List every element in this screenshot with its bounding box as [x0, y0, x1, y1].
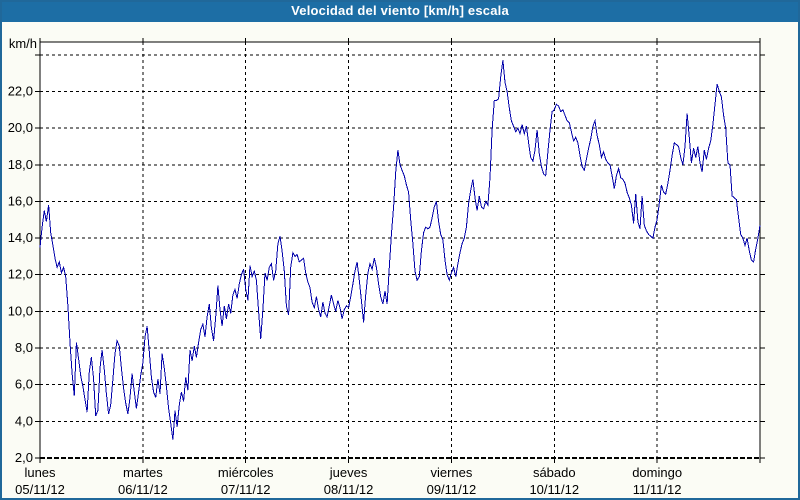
y-axis-label: 12,0	[8, 267, 33, 282]
x-axis-day-label: domingo	[632, 465, 682, 480]
y-axis-label: 16,0	[8, 193, 33, 208]
y-axis-label: 2,0	[15, 450, 33, 465]
x-axis-day-label: martes	[123, 465, 163, 480]
x-axis-day-label: viernes	[430, 465, 472, 480]
y-axis-label: 4,0	[15, 413, 33, 428]
x-axis-day-label: lunes	[24, 465, 56, 480]
x-axis-date-label: 06/11/12	[118, 482, 168, 497]
y-axis-label: 14,0	[8, 230, 33, 245]
x-axis-date-label: 10/11/12	[529, 482, 579, 497]
y-axis-label: 8,0	[15, 340, 33, 355]
y-axis-label: 18,0	[8, 157, 33, 172]
x-axis-date-label: 05/11/12	[15, 482, 65, 497]
x-axis-day-label: sábado	[533, 465, 576, 480]
y-axis-unit-label: km/h	[8, 36, 37, 51]
y-axis-label: 6,0	[15, 377, 33, 392]
x-axis-date-label: 07/11/12	[221, 482, 271, 497]
x-axis-day-label: jueves	[329, 465, 368, 480]
wind-speed-line	[39, 60, 761, 440]
x-axis-date-label: 08/11/12	[324, 482, 374, 497]
x-axis-day-label: miércoles	[218, 465, 274, 480]
x-axis-date-label: 11/11/12	[633, 482, 682, 497]
window-title-bar: Velocidad del viento [km/h] escala	[0, 0, 800, 22]
y-axis-label: 22,0	[8, 83, 33, 98]
x-axis-date-label: 09/11/12	[427, 482, 477, 497]
plot-area	[40, 42, 760, 458]
y-axis-label: 20,0	[8, 120, 33, 135]
window-title: Velocidad del viento [km/h] escala	[291, 3, 509, 18]
y-axis-label: 10,0	[8, 303, 33, 318]
